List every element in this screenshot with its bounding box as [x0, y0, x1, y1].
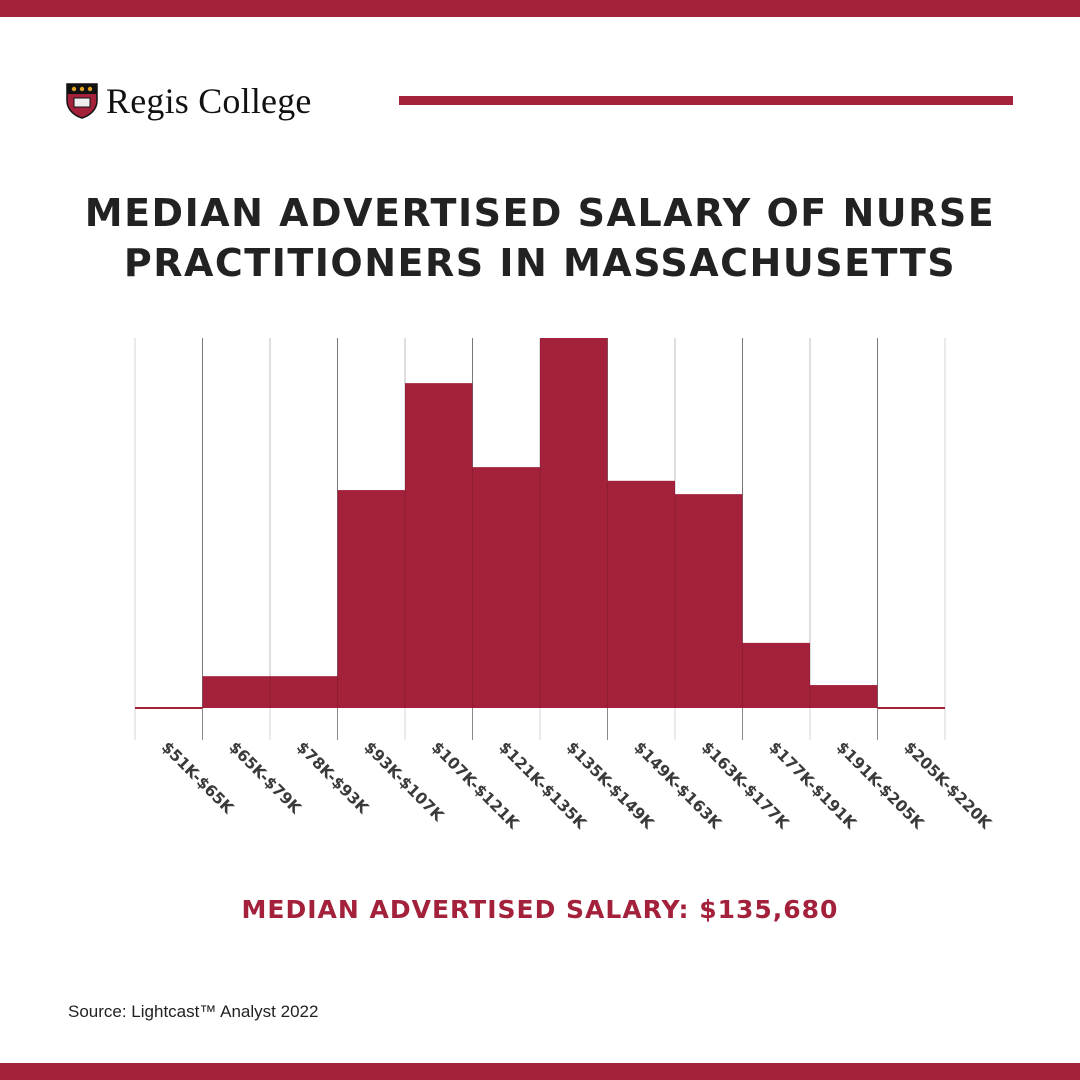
bar [337, 490, 405, 708]
bar [472, 467, 540, 708]
regis-crest-icon [66, 83, 98, 119]
header-rule [399, 96, 1013, 105]
median-salary: MEDIAN ADVERTISED SALARY: $135,680 [241, 895, 839, 924]
bar [405, 383, 473, 708]
bar [607, 480, 675, 708]
bar [270, 676, 338, 708]
bar [202, 676, 270, 708]
title-line-2: PRACTITIONERS IN MASSACHUSETTS [123, 241, 957, 285]
bar [675, 494, 743, 708]
bar [810, 685, 878, 708]
top-band [0, 0, 1080, 17]
histogram: $51K-$65K$65K-$79K$78K-$93K$93K-$107K$10… [134, 338, 995, 833]
bar [742, 642, 810, 708]
chart-title: MEDIAN ADVERTISED SALARY OF NURSE PRACTI… [0, 188, 1080, 288]
bottom-band [0, 1063, 1080, 1080]
bar [540, 338, 608, 708]
source-note: Source: Lightcast™ Analyst 2022 [68, 1002, 319, 1021]
logo-text: Regis College [106, 81, 312, 121]
title-line-1: MEDIAN ADVERTISED SALARY OF NURSE [84, 191, 996, 235]
logo: Regis College [66, 80, 312, 122]
